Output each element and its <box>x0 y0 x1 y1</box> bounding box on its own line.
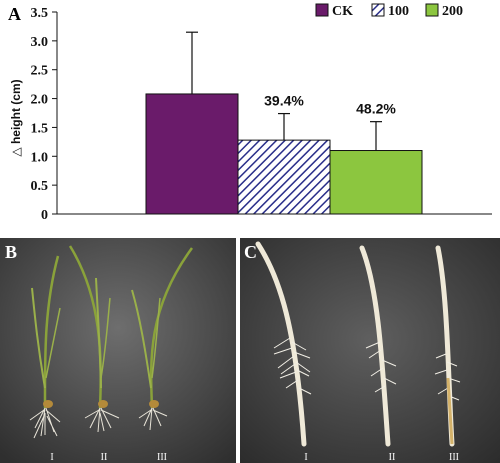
y-tick-label: 1.0 <box>31 150 49 165</box>
panel-b-letter: B <box>5 242 17 262</box>
photo-panels: B <box>0 238 500 463</box>
y-tick-label: 3.5 <box>31 6 49 21</box>
photo-b-label-1: I <box>50 452 53 463</box>
legend-label-ck: CK <box>332 4 353 19</box>
y-tick-label: 3.0 <box>31 35 49 50</box>
y-tick-label: 0.5 <box>31 179 49 194</box>
photo-c-label-2: II <box>389 452 396 463</box>
bar-annotation-100: 39.4% <box>264 93 304 109</box>
bar-200 <box>329 150 423 215</box>
photo-c: C I II III <box>240 238 500 463</box>
y-tick-label: 0 <box>41 208 48 223</box>
legend-swatch-100 <box>371 3 385 17</box>
bar-ck <box>145 93 239 215</box>
photo-b-label-2: II <box>101 452 108 463</box>
stem-2 <box>359 245 397 447</box>
y-tick-label: 2.5 <box>31 64 49 79</box>
legend: CK 100 200 <box>315 3 463 19</box>
bar-chart: A △ height (cm) 0 0.5 1.0 1.5 2.0 2.5 3.0 3.5 3… <box>8 3 492 223</box>
panel-c-letter: C <box>244 242 257 262</box>
legend-label-100: 100 <box>388 4 409 19</box>
legend-swatch-200 <box>425 3 439 17</box>
y-tick-label: 2.0 <box>31 93 49 108</box>
y-tick-label: 1.5 <box>31 121 49 136</box>
legend-label-200: 200 <box>442 4 463 19</box>
legend-swatch-ck <box>315 3 329 17</box>
photo-c-label-3: III <box>449 452 459 463</box>
photo-b-label-3: III <box>157 452 167 463</box>
bar-annotation-200: 48.2% <box>356 101 396 117</box>
photo-c-label-1: I <box>304 452 307 463</box>
seedling-3 <box>131 247 194 431</box>
photo-b: B <box>0 238 236 463</box>
photo-b-background <box>0 238 236 463</box>
seedling-2 <box>68 245 120 433</box>
bar-100 <box>237 139 331 215</box>
panel-a-letter: A <box>8 4 21 24</box>
bars: 39.4% 48.2% <box>145 31 423 215</box>
seedling-1 <box>29 255 61 439</box>
stem-3 <box>434 245 461 447</box>
y-axis-label: △ height (cm) <box>9 79 23 156</box>
y-axis: 0 0.5 1.0 1.5 2.0 2.5 3.0 3.5 <box>31 6 57 223</box>
stem-1 <box>255 241 312 447</box>
